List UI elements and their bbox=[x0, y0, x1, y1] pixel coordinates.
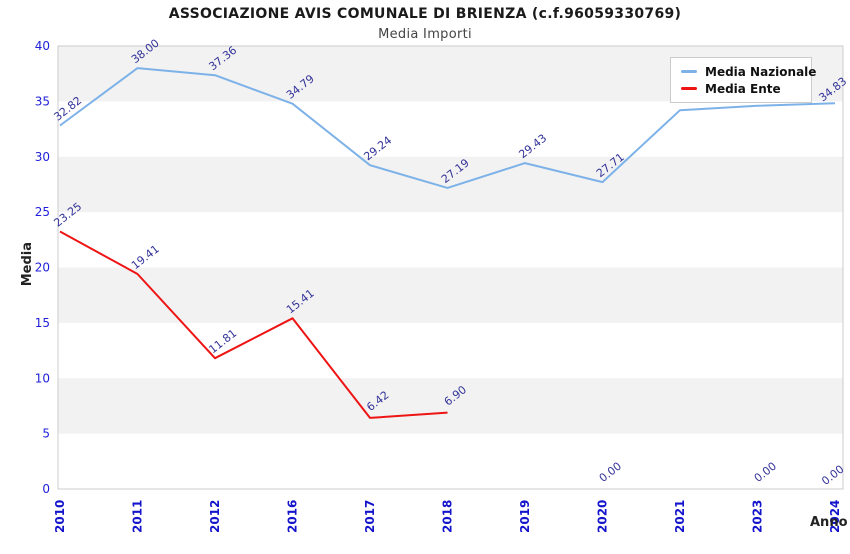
svg-text:0.00: 0.00 bbox=[752, 460, 779, 485]
svg-text:2021: 2021 bbox=[673, 500, 687, 533]
svg-text:2010: 2010 bbox=[53, 500, 67, 533]
svg-text:2016: 2016 bbox=[286, 500, 300, 533]
svg-text:15: 15 bbox=[35, 316, 50, 330]
x-axis-title: Anno bbox=[810, 515, 848, 530]
legend-item-media-nazionale[interactable]: Media Nazionale bbox=[681, 63, 816, 80]
chart-subtitle: Media Importi bbox=[378, 27, 472, 42]
svg-text:30: 30 bbox=[35, 150, 50, 164]
svg-text:10: 10 bbox=[35, 371, 50, 385]
svg-text:2012: 2012 bbox=[208, 500, 222, 533]
svg-text:2020: 2020 bbox=[596, 500, 610, 533]
svg-text:2024: 2024 bbox=[828, 500, 842, 533]
legend-item-media-ente[interactable]: Media Ente bbox=[681, 80, 811, 97]
y-axis-title: Media bbox=[20, 242, 35, 287]
svg-text:11.81: 11.81 bbox=[206, 327, 239, 357]
svg-text:5: 5 bbox=[42, 427, 50, 441]
svg-text:2019: 2019 bbox=[518, 500, 532, 533]
svg-text:40: 40 bbox=[35, 39, 50, 53]
svg-text:2011: 2011 bbox=[131, 500, 145, 533]
svg-text:2017: 2017 bbox=[363, 500, 377, 533]
svg-text:0: 0 bbox=[42, 482, 50, 496]
svg-text:2018: 2018 bbox=[441, 500, 455, 533]
svg-text:2023: 2023 bbox=[751, 500, 765, 533]
legend-swatch-red-line-icon bbox=[681, 87, 697, 90]
legend-swatch-blue-line-icon bbox=[681, 70, 697, 73]
svg-text:0.00: 0.00 bbox=[597, 460, 624, 485]
svg-text:20: 20 bbox=[35, 261, 50, 275]
svg-text:35: 35 bbox=[35, 94, 50, 108]
legend-label: Media Ente bbox=[705, 81, 781, 96]
svg-text:29.43: 29.43 bbox=[516, 132, 549, 162]
svg-text:25: 25 bbox=[35, 205, 50, 219]
legend-label: Media Nazionale bbox=[705, 64, 817, 79]
legend: Media Nazionale Media Ente bbox=[670, 57, 816, 103]
svg-text:0.00: 0.00 bbox=[819, 463, 846, 488]
chart-title: ASSOCIAZIONE AVIS COMUNALE DI BRIENZA (c… bbox=[168, 6, 682, 22]
